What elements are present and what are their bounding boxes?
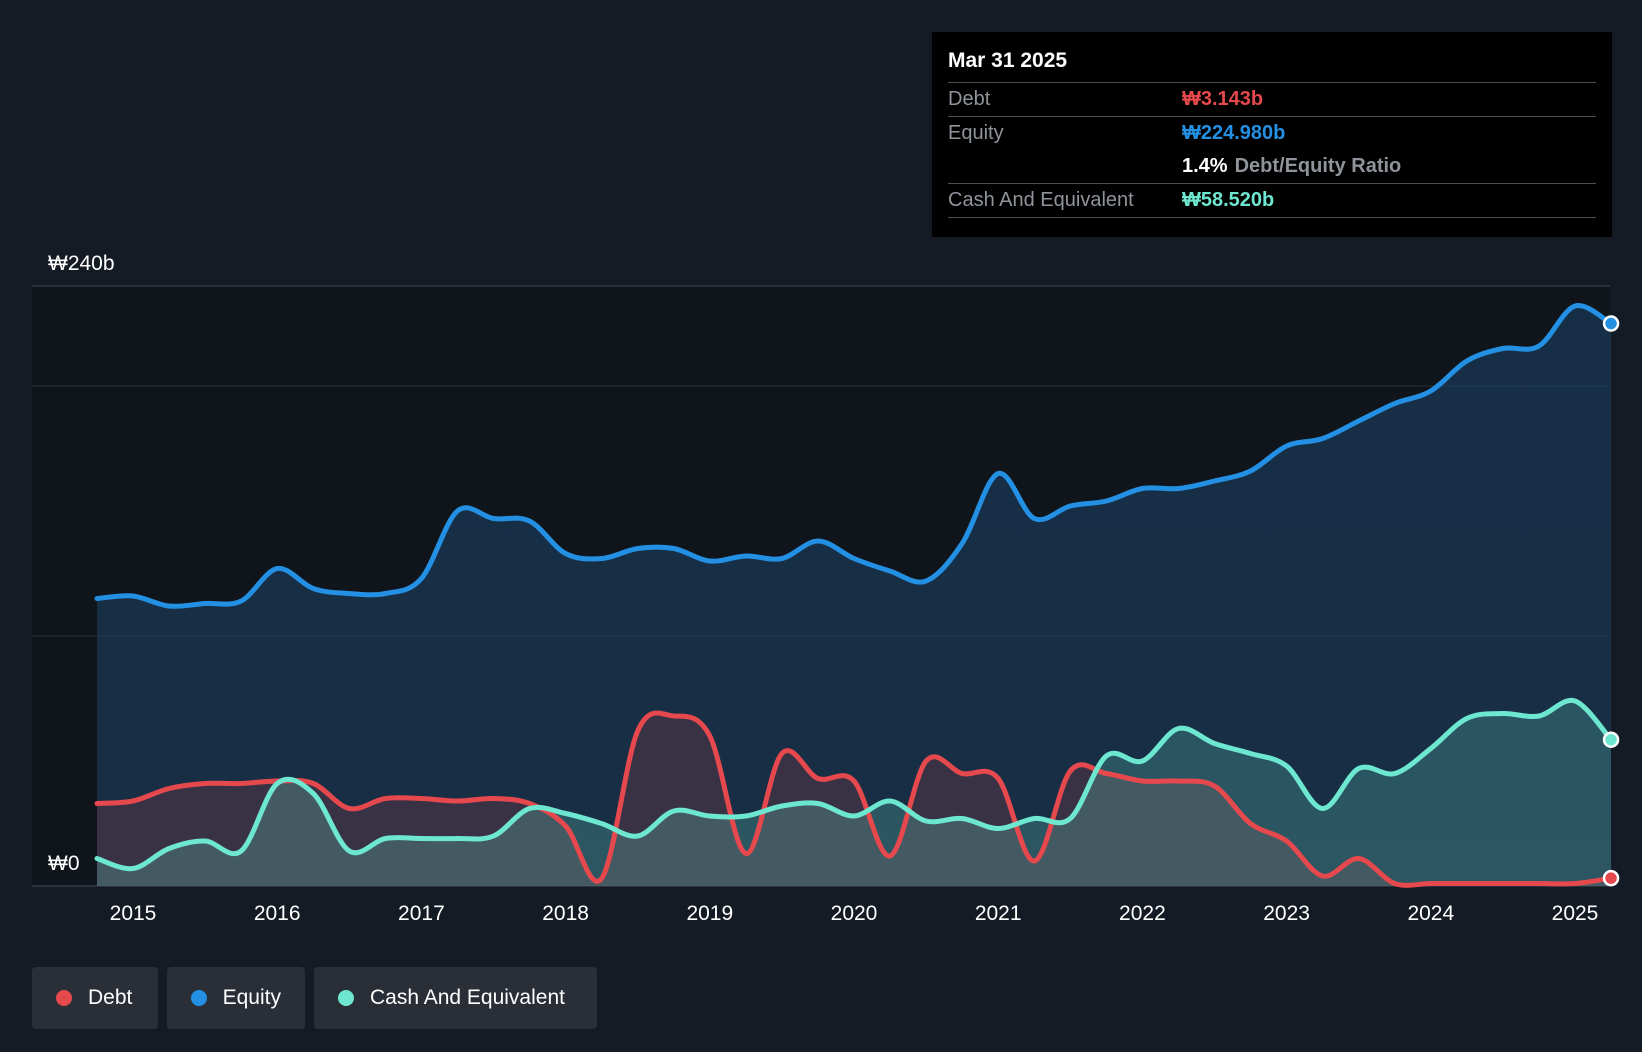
legend-item-debt[interactable]: Debt xyxy=(32,967,158,1029)
legend-label-cash: Cash And Equivalent xyxy=(370,986,565,1009)
tooltip-debt-label: Debt xyxy=(948,88,991,110)
tooltip-cash-row: Cash And Equivalent ₩58.520b xyxy=(948,183,1596,218)
tooltip-ratio-label: Debt/Equity Ratio xyxy=(1234,155,1402,177)
legend-item-cash[interactable]: Cash And Equivalent xyxy=(314,967,597,1029)
tooltip-debt-row: Debt ₩3.143b xyxy=(948,82,1596,116)
equity-dot-icon xyxy=(191,990,207,1006)
x-tick-label-2021: 2021 xyxy=(975,902,1022,925)
debt-line xyxy=(94,710,1614,888)
x-tick-label-2022: 2022 xyxy=(1119,902,1166,925)
x-tick-label-2015: 2015 xyxy=(110,902,157,925)
tooltip-equity-label: Equity xyxy=(948,122,1004,144)
tooltip-equity-value: ₩224.980b xyxy=(1182,122,1286,144)
x-tick-label-2020: 2020 xyxy=(831,902,878,925)
legend-label-debt: Debt xyxy=(88,986,133,1009)
equity-end-marker xyxy=(1602,315,1620,332)
tooltip-date: Mar 31 2025 xyxy=(948,49,1068,72)
chart-legend: Debt Equity Cash And Equivalent xyxy=(32,967,597,1029)
debt-dot-icon xyxy=(56,990,72,1006)
debt-area xyxy=(96,712,1612,886)
x-tick-label-2018: 2018 xyxy=(542,902,589,925)
x-tick-label-2025: 2025 xyxy=(1552,902,1599,925)
legend-item-equity[interactable]: Equity xyxy=(167,967,305,1029)
debt-end-marker xyxy=(1602,869,1620,887)
cash-and-equivalent-end-marker xyxy=(1602,731,1620,748)
tooltip-cash-label: Cash And Equivalent xyxy=(948,189,1134,211)
y-tick-label-zero: ₩0 xyxy=(48,852,80,875)
tooltip-ratio-row: 1.4% Debt/Equity Ratio xyxy=(948,150,1596,183)
legend-label-equity: Equity xyxy=(222,986,281,1009)
x-tick-label-2023: 2023 xyxy=(1263,902,1310,925)
x-tick-label-2017: 2017 xyxy=(398,902,445,925)
x-tick-label-2024: 2024 xyxy=(1407,902,1454,925)
tooltip-cash-value: ₩58.520b xyxy=(1182,189,1275,211)
tooltip-debt-value: ₩3.143b xyxy=(1182,88,1264,110)
equity-line xyxy=(94,303,1614,609)
x-tick-label-2019: 2019 xyxy=(686,902,733,925)
tooltip-equity-row: Equity ₩224.980b xyxy=(948,116,1596,150)
tooltip-ratio-value: 1.4% xyxy=(1182,155,1228,177)
y-tick-label-top: ₩240b xyxy=(48,252,115,275)
equity-area xyxy=(96,305,1612,886)
tooltip-panel: Mar 31 2025 Debt ₩3.143b Equity ₩224.980… xyxy=(932,32,1612,237)
cash-dot-icon xyxy=(338,990,354,1006)
x-tick-label-2016: 2016 xyxy=(254,902,301,925)
cash-and-equivalent-line xyxy=(94,697,1614,872)
